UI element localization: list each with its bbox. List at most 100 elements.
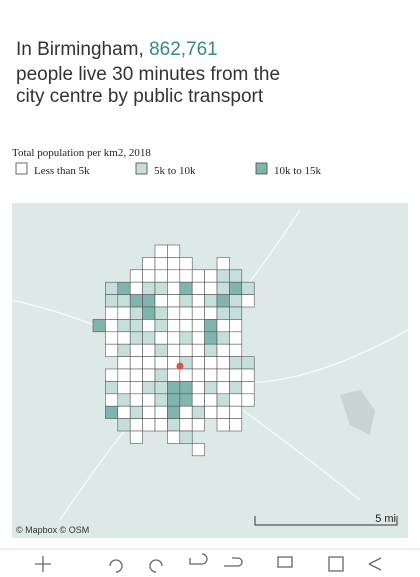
- grid-cell: [216, 381, 230, 395]
- grid-cell: [204, 405, 218, 419]
- grid-cell: [191, 393, 205, 407]
- grid-cell: [216, 418, 230, 432]
- title-line: In Birmingham, 862,761: [16, 39, 218, 60]
- grid-cell: [167, 319, 181, 333]
- grid-cell: [129, 343, 143, 357]
- map-feature: [340, 390, 375, 435]
- grid-cell: [129, 430, 143, 444]
- grid-cell: [191, 381, 205, 395]
- legend-swatch: [15, 162, 28, 175]
- grid-cell: [229, 319, 243, 333]
- grid-cell: [167, 306, 181, 320]
- grid-cell: [129, 281, 143, 295]
- title-line: city centre by public transport: [16, 86, 264, 107]
- grid-cell: [105, 294, 119, 308]
- attribution: © Mapbox © OSM: [16, 525, 89, 535]
- grid-cell: [154, 418, 168, 432]
- grid-cell: [216, 393, 230, 407]
- grid-cell: [216, 281, 230, 295]
- grid-cell: [191, 343, 205, 357]
- legend-label: Less than 5k: [34, 165, 90, 177]
- grid-cell: [154, 356, 168, 370]
- grid-cell: [191, 356, 205, 370]
- grid-cell: [105, 281, 119, 295]
- share-icon[interactable]: [368, 557, 382, 571]
- legend-swatch: [255, 162, 268, 175]
- grid-cell: [117, 331, 131, 345]
- fullscreen-icon[interactable]: [328, 556, 344, 572]
- grid-cell: [154, 368, 168, 382]
- pan-icon[interactable]: [35, 556, 51, 572]
- share-device-icon[interactable]: [277, 556, 293, 568]
- grid-cell: [154, 257, 168, 271]
- grid-cell: [154, 294, 168, 308]
- grid-cell: [167, 381, 181, 395]
- grid-cell: [216, 405, 230, 419]
- grid-cell: [191, 306, 205, 320]
- grid-cell: [229, 368, 243, 382]
- city-centre: [176, 362, 184, 370]
- grid-cell: [179, 257, 193, 271]
- grid-cell: [167, 393, 181, 407]
- undo-icon[interactable]: [109, 559, 123, 573]
- grid-cell: [179, 319, 193, 333]
- grid-cell: [179, 294, 193, 308]
- grid-cell: [154, 343, 168, 357]
- grid-cell: [216, 319, 230, 333]
- grid-cell: [241, 356, 255, 370]
- redo-icon[interactable]: [149, 559, 163, 573]
- grid-cell: [142, 343, 156, 357]
- grid-cell: [105, 319, 119, 333]
- grid-cell: [105, 343, 119, 357]
- grid-cell: [129, 356, 143, 370]
- grid-cell: [117, 368, 131, 382]
- scale-bar: [254, 516, 398, 526]
- grid-cell: [204, 319, 218, 333]
- grid-cell: [204, 381, 218, 395]
- grid-cell: [204, 294, 218, 308]
- grid-cell: [117, 281, 131, 295]
- grid-cell: [216, 331, 230, 345]
- grid-cell: [167, 418, 181, 432]
- revert-icon[interactable]: [189, 553, 208, 565]
- grid-cell: [179, 306, 193, 320]
- grid-cell: [229, 331, 243, 345]
- grid-cell: [129, 405, 143, 419]
- grid-cell: [129, 319, 143, 333]
- grid-cell: [129, 331, 143, 345]
- grid-cell: [204, 368, 218, 382]
- grid-cell: [241, 393, 255, 407]
- grid-cell: [229, 393, 243, 407]
- grid-cell: [167, 294, 181, 308]
- grid-cell: [229, 306, 243, 320]
- scale-label: 5 mi: [375, 513, 396, 525]
- grid-cell: [216, 294, 230, 308]
- grid-cell: [154, 393, 168, 407]
- grid-cell: [142, 405, 156, 419]
- attribution-item: © OSM: [60, 525, 90, 535]
- grid-cell: [191, 405, 205, 419]
- grid-cell: [179, 368, 193, 382]
- grid-cell: [117, 343, 131, 357]
- grid-cell: [117, 418, 131, 432]
- grid-cell: [216, 306, 230, 320]
- grid-cell: [167, 430, 181, 444]
- grid-cell: [167, 368, 181, 382]
- legend-label: 5k to 10k: [154, 165, 196, 177]
- grid-cell: [142, 356, 156, 370]
- grid-cell: [216, 343, 230, 357]
- grid-cell: [179, 418, 193, 432]
- grid-cell: [105, 331, 119, 345]
- grid-cell: [154, 405, 168, 419]
- grid-cell: [129, 418, 143, 432]
- grid-cell: [142, 281, 156, 295]
- grid-cell: [191, 443, 205, 457]
- grid-cell: [204, 269, 218, 283]
- grid-cell: [179, 430, 193, 444]
- title-prefix: In Birmingham,: [16, 39, 144, 60]
- grid-cell: [167, 331, 181, 345]
- grid-cell: [229, 356, 243, 370]
- refresh-icon[interactable]: [224, 557, 243, 567]
- grid-cell: [117, 381, 131, 395]
- grid-cell: [229, 405, 243, 419]
